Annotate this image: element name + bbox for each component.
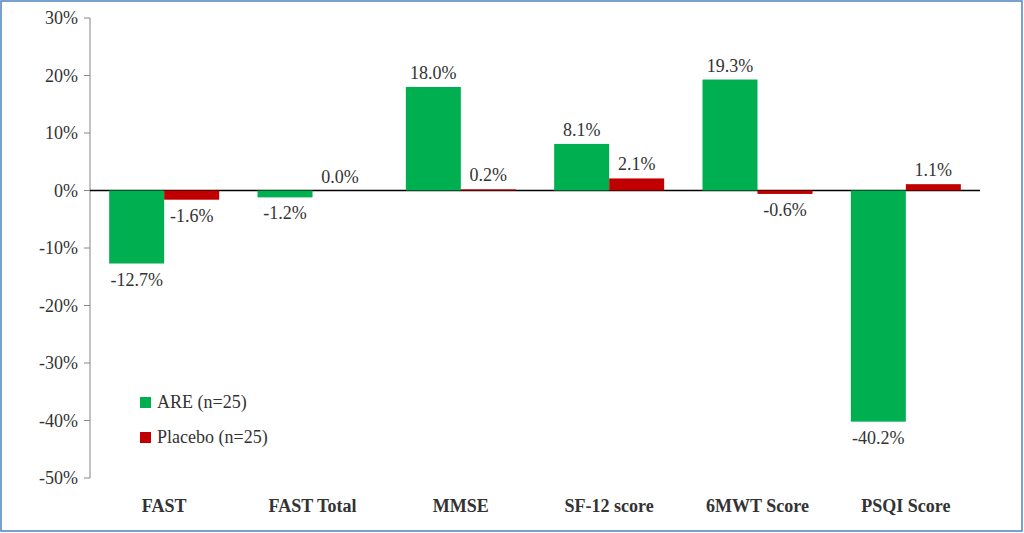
legend: ARE (n=25) Placebo (n=25) bbox=[140, 392, 268, 448]
data-label: 19.3% bbox=[707, 56, 754, 76]
data-labels: -12.7% -1.2% 18.0% 8.1% 19.3% -40.2% -1.6% 0.0%… bbox=[110, 56, 952, 448]
y-tick bbox=[84, 190, 90, 191]
y-tick-label: -30% bbox=[39, 353, 78, 373]
bar bbox=[461, 189, 516, 190]
y-tick bbox=[84, 75, 90, 76]
y-tick bbox=[84, 18, 90, 19]
x-tick-label: MMSE bbox=[433, 496, 489, 516]
chart: 30% 20% 10% 0% -10% -20% -30% -40% -50% -12.7% -1.… bbox=[0, 0, 1024, 533]
bar bbox=[406, 87, 461, 191]
bar bbox=[609, 178, 664, 190]
legend-label: ARE (n=25) bbox=[157, 392, 247, 413]
y-tick bbox=[84, 133, 90, 134]
y-tick-label: -50% bbox=[39, 468, 78, 488]
data-label: -1.2% bbox=[263, 203, 307, 223]
chart-frame bbox=[1, 1, 1022, 531]
data-label: -1.6% bbox=[170, 206, 214, 226]
data-label: 8.1% bbox=[563, 120, 601, 140]
bar bbox=[906, 184, 961, 190]
x-tick-label: SF-12 score bbox=[565, 496, 654, 516]
bar bbox=[758, 191, 813, 194]
data-label: 1.1% bbox=[915, 160, 953, 180]
bar bbox=[554, 144, 609, 191]
x-tick-label: FAST Total bbox=[269, 496, 357, 516]
x-tick-label: PSQI Score bbox=[861, 496, 950, 516]
y-tick bbox=[84, 248, 90, 249]
y-tick-label: 30% bbox=[45, 8, 78, 28]
bar bbox=[258, 191, 313, 198]
y-tick-label: -40% bbox=[39, 411, 78, 431]
bars bbox=[109, 80, 961, 422]
data-label: -0.6% bbox=[763, 200, 807, 220]
y-tick-label: 0% bbox=[54, 181, 78, 201]
bar bbox=[703, 80, 758, 191]
y-tick bbox=[84, 363, 90, 364]
x-tick-label: 6MWT Score bbox=[706, 496, 809, 516]
bar bbox=[164, 191, 219, 200]
bar bbox=[851, 191, 906, 422]
zero-line bbox=[90, 190, 980, 192]
legend-swatch bbox=[140, 397, 151, 408]
bar bbox=[109, 191, 164, 264]
y-tick bbox=[84, 305, 90, 306]
y-tick-label: -10% bbox=[39, 238, 78, 258]
data-label: 0.0% bbox=[321, 167, 359, 187]
y-tick-label: -20% bbox=[39, 296, 78, 316]
data-label: 0.2% bbox=[470, 165, 508, 185]
legend-label: Placebo (n=25) bbox=[157, 427, 268, 448]
data-label: -40.2% bbox=[852, 428, 905, 448]
y-tick bbox=[84, 478, 90, 479]
legend-swatch bbox=[140, 432, 151, 443]
bar bbox=[313, 190, 368, 191]
data-label: 2.1% bbox=[618, 154, 656, 174]
y-tick bbox=[84, 420, 90, 421]
data-label: -12.7% bbox=[110, 270, 163, 290]
y-tick-label: 10% bbox=[45, 123, 78, 143]
data-label: 18.0% bbox=[410, 63, 457, 83]
x-tick-label: FAST bbox=[142, 496, 187, 516]
y-tick-label: 20% bbox=[45, 66, 78, 86]
